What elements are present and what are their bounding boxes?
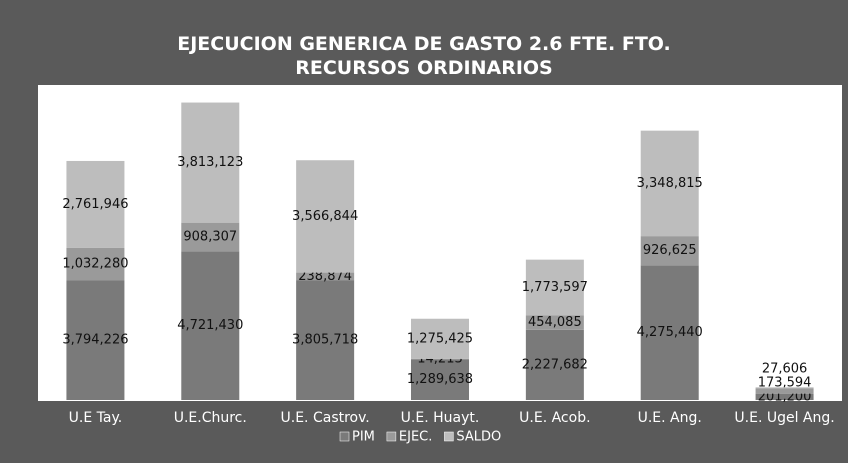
value-label: 3,348,815 — [637, 176, 703, 191]
value-label: 1,773,597 — [522, 280, 588, 295]
bar-segment — [755, 388, 814, 394]
x-tick-label: U.E. Ugel Ang. — [734, 410, 834, 426]
legend-swatch — [386, 431, 397, 442]
value-label: 2,761,946 — [62, 197, 128, 212]
bar-segment — [525, 315, 584, 330]
bar-segment — [755, 393, 814, 400]
value-label: 238,874 — [298, 269, 352, 284]
x-tick-label: U.E. Acob. — [519, 410, 590, 426]
bar-segment — [296, 272, 355, 281]
bar-segment — [411, 359, 469, 400]
value-label: 1,275,425 — [407, 331, 473, 346]
value-label: 3,813,123 — [177, 155, 243, 170]
bar-segment — [525, 259, 584, 316]
bar-segment — [640, 236, 699, 266]
bar-segment — [640, 265, 699, 400]
value-label: 926,625 — [643, 243, 697, 258]
bar-segment — [640, 130, 699, 237]
bar-segment — [66, 247, 125, 281]
bar-segment — [296, 160, 355, 273]
value-label: 3,794,226 — [62, 333, 128, 348]
legend-swatch — [339, 431, 350, 442]
x-tick-label: U.E. Castrov. — [281, 410, 370, 426]
legend-label: EJEC. — [399, 430, 432, 445]
bar-segment — [181, 222, 240, 252]
value-label: 2,227,682 — [522, 357, 588, 372]
value-label: 4,721,430 — [177, 318, 243, 333]
bar-segment — [525, 329, 584, 400]
bar-segment — [181, 102, 240, 223]
value-label: 1,289,638 — [407, 372, 473, 387]
x-tick-label: U.E.Churc. — [174, 410, 247, 426]
value-label: 454,085 — [528, 315, 582, 330]
value-label: 173,594 — [758, 375, 812, 390]
value-label: 908,307 — [183, 229, 237, 244]
value-label: 3,805,718 — [292, 333, 358, 348]
bar-segment — [411, 318, 469, 359]
value-label: 3,566,844 — [292, 209, 358, 224]
legend-label: SALDO — [456, 430, 501, 445]
bar-segment — [296, 280, 355, 400]
chart-title: EJECUCION GENERICA DE GASTO 2.6 FTE. FTO… — [177, 33, 671, 79]
x-tick-label: U.E Tay. — [69, 410, 123, 426]
value-label: 1,032,280 — [62, 257, 128, 272]
legend-label: PIM — [352, 430, 375, 445]
x-tick-label: U.E. Huayt. — [401, 410, 480, 426]
value-label: 27,606 — [762, 361, 808, 376]
bar-segment — [755, 387, 814, 389]
value-label: 4,275,440 — [637, 325, 703, 340]
x-tick-label: U.E. Ang. — [638, 410, 702, 426]
bar-segment — [181, 251, 240, 400]
legend-swatch — [444, 431, 454, 442]
bar-segment — [66, 280, 125, 400]
bar-segment — [66, 160, 125, 248]
